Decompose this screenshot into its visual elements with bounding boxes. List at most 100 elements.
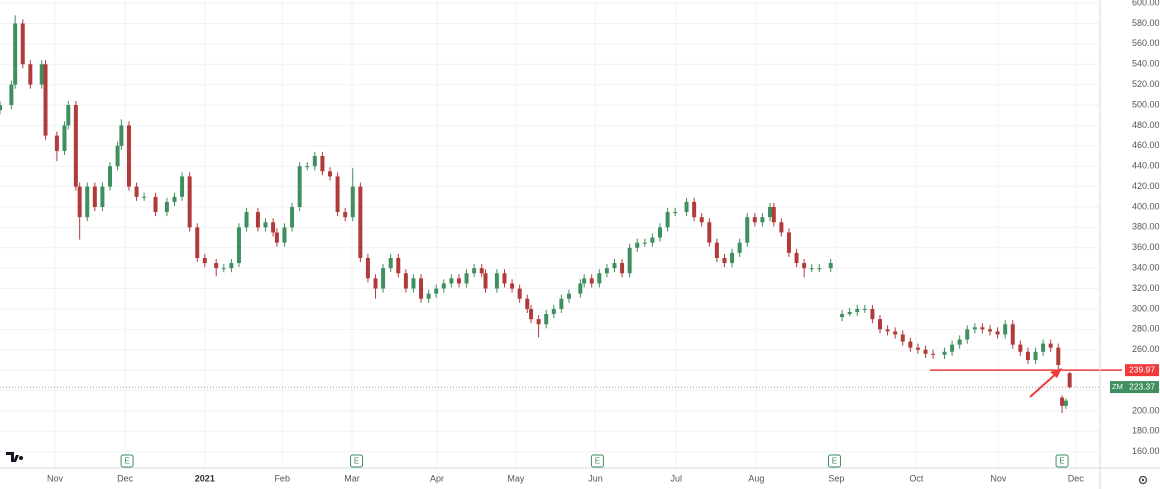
candle-body bbox=[92, 186, 97, 207]
x-tick-label: Apr bbox=[430, 473, 444, 483]
earnings-marker bbox=[120, 454, 134, 468]
y-tick-label: 580.00 bbox=[1132, 18, 1160, 28]
candle-body bbox=[229, 263, 234, 269]
candle-body bbox=[274, 232, 279, 243]
candle-body bbox=[862, 308, 867, 310]
candle-body bbox=[350, 186, 355, 218]
symbol-badge: ZM bbox=[1112, 382, 1123, 391]
candle-body bbox=[54, 135, 59, 151]
grid bbox=[0, 0, 1100, 468]
y-tick-label: 520.00 bbox=[1132, 79, 1160, 89]
y-tick-label: 260.00 bbox=[1132, 344, 1160, 354]
x-tick-label: May bbox=[507, 473, 525, 483]
candle-body bbox=[172, 196, 177, 202]
candle-body bbox=[957, 339, 962, 345]
candle-body bbox=[642, 242, 647, 244]
candle-body bbox=[13, 23, 18, 85]
candle-body bbox=[517, 288, 522, 299]
candle-body bbox=[403, 273, 408, 289]
candle-body bbox=[290, 206, 295, 228]
candle-body bbox=[464, 273, 469, 284]
candle-body bbox=[411, 278, 416, 289]
candle-body bbox=[950, 344, 955, 352]
x-tick-label: Dec bbox=[1068, 473, 1085, 483]
candle-body bbox=[510, 283, 515, 289]
candle-body bbox=[737, 242, 742, 253]
candle-body bbox=[965, 329, 970, 340]
earnings-label: E bbox=[832, 457, 837, 466]
candle-body bbox=[923, 349, 928, 354]
candle-body bbox=[115, 145, 120, 167]
candle-body bbox=[441, 283, 446, 289]
candle-body bbox=[449, 278, 454, 284]
candle-body bbox=[20, 23, 25, 65]
candle-body bbox=[627, 247, 632, 274]
y-tick-label: 360.00 bbox=[1132, 242, 1160, 252]
candle-body bbox=[900, 334, 905, 342]
x-tick-label: 2021 bbox=[195, 473, 215, 483]
candle-body bbox=[768, 206, 772, 218]
candle-body bbox=[1063, 400, 1068, 406]
tv-logo bbox=[6, 452, 23, 462]
candle-body bbox=[802, 263, 807, 269]
y-tick-label: 460.00 bbox=[1132, 140, 1160, 150]
candle-body bbox=[202, 257, 207, 264]
candle-body bbox=[195, 227, 200, 258]
candle-body bbox=[559, 298, 564, 309]
x-tick-label: Jun bbox=[588, 473, 603, 483]
candle-body bbox=[426, 293, 431, 299]
candle-body bbox=[180, 176, 185, 197]
candle-body bbox=[760, 217, 765, 223]
y-tick-label: 480.00 bbox=[1132, 120, 1160, 130]
y-tick-label: 180.00 bbox=[1132, 426, 1160, 436]
candle-body bbox=[472, 268, 477, 274]
candle-body bbox=[752, 217, 757, 223]
candle-body bbox=[817, 268, 822, 270]
candle-body bbox=[684, 201, 689, 213]
candle-body bbox=[483, 273, 488, 289]
candle-body bbox=[263, 222, 268, 228]
last-price-bg bbox=[1125, 381, 1159, 394]
arrow-head bbox=[1050, 368, 1062, 378]
y-tick-label: 420.00 bbox=[1132, 181, 1160, 191]
candle-body bbox=[108, 166, 112, 187]
candle-body bbox=[878, 319, 882, 330]
candle-body bbox=[589, 278, 594, 284]
candle-body bbox=[612, 263, 617, 269]
candle-body bbox=[855, 308, 860, 312]
candle-body bbox=[840, 314, 845, 318]
candle-body bbox=[1003, 324, 1008, 335]
candle-body bbox=[381, 268, 386, 289]
candle-body bbox=[282, 227, 287, 243]
candle-body bbox=[995, 331, 1000, 335]
candle-body bbox=[673, 212, 678, 214]
candle-body bbox=[328, 171, 332, 177]
candle-body bbox=[847, 312, 852, 315]
candle-body bbox=[244, 212, 249, 228]
candle-body bbox=[745, 217, 750, 243]
settings-icon[interactable] bbox=[1138, 475, 1148, 485]
candle-body bbox=[658, 227, 662, 238]
candle-body bbox=[119, 125, 124, 146]
candle-body bbox=[722, 257, 727, 264]
y-tick-label: 560.00 bbox=[1132, 38, 1160, 48]
candle-body bbox=[320, 156, 325, 172]
alert-label-bg bbox=[1125, 364, 1159, 377]
candle-body bbox=[692, 201, 697, 218]
x-tick-label: Mar bbox=[344, 473, 360, 483]
candle-body bbox=[893, 331, 898, 335]
earnings-marker bbox=[590, 454, 604, 468]
candle-body bbox=[62, 125, 67, 151]
candle-body bbox=[566, 293, 571, 299]
y-tick-label: 440.00 bbox=[1132, 161, 1160, 171]
candle-body bbox=[0, 105, 2, 111]
candle-body bbox=[786, 232, 791, 253]
y-tick-label: 400.00 bbox=[1132, 201, 1160, 211]
candle-body bbox=[870, 308, 875, 320]
last-price-label: 223.37 bbox=[1129, 381, 1155, 391]
earnings-marker bbox=[1055, 454, 1069, 468]
candle-body bbox=[255, 212, 260, 228]
candle-body bbox=[153, 196, 158, 213]
y-tick-label: 280.00 bbox=[1132, 324, 1160, 334]
candle-body bbox=[28, 64, 33, 85]
